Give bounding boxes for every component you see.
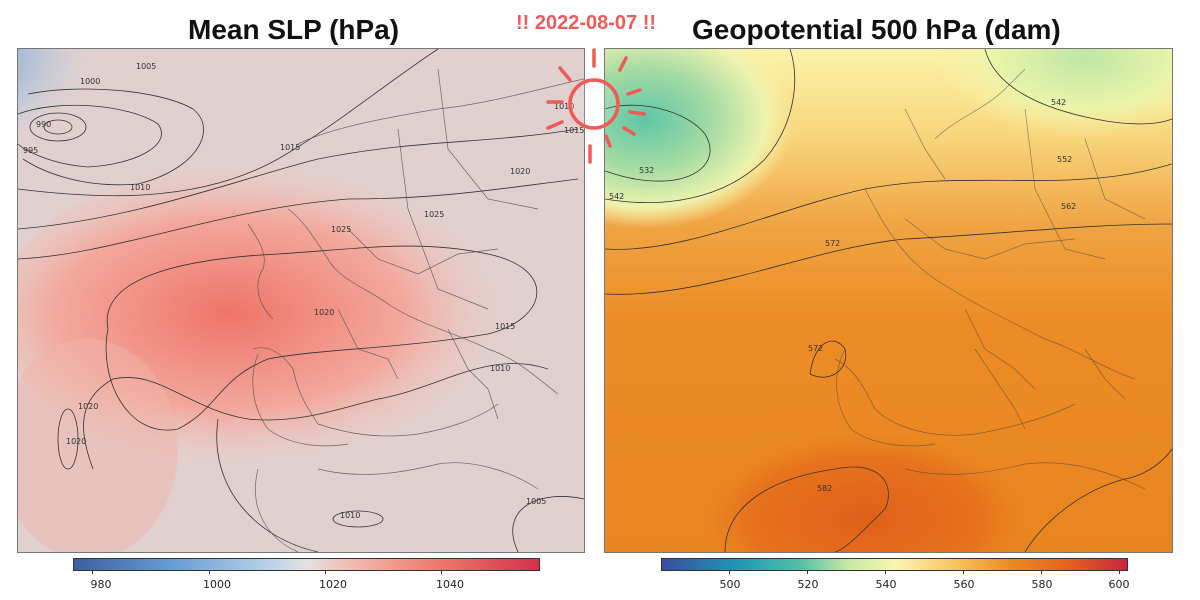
- colorbar-tick-label: 560: [953, 578, 975, 591]
- slp-colorbar: [73, 558, 540, 571]
- contour-label: 582: [817, 484, 832, 493]
- contour-label: 552: [1057, 155, 1072, 164]
- upper-trough-area: [605, 49, 795, 229]
- geopotential-colorbar: [661, 558, 1128, 571]
- contour-label: 1025: [424, 210, 444, 219]
- contour-label: 1000: [80, 77, 100, 86]
- colorbar-tick-label: 600: [1108, 578, 1130, 591]
- colorbar-tick-label: 500: [719, 578, 741, 591]
- date-badge: !! 2022-08-07 !!: [516, 12, 657, 34]
- contour-label: 562: [1061, 202, 1076, 211]
- colorbar-tick-label: 540: [875, 578, 897, 591]
- geopotential-map-canvas: 542 532 542 552 562 572 572 582: [605, 49, 1172, 552]
- contour-label: 1015: [564, 126, 584, 135]
- contour-label: 1020: [510, 167, 530, 176]
- contour-label: 1020: [78, 402, 98, 411]
- colorbar-tick: [963, 570, 964, 574]
- colorbar-tick: [92, 570, 93, 574]
- colorbar-tick: [729, 570, 730, 574]
- low-pressure-area: [18, 49, 308, 259]
- geopotential-map: 542 532 542 552 562 572 572 582: [604, 48, 1173, 553]
- contour-label: 542: [1051, 98, 1066, 107]
- contour-label: 995: [23, 146, 38, 155]
- contour-label: 572: [825, 239, 840, 248]
- colorbar-tick: [441, 570, 442, 574]
- colorbar-tick-label: 980: [90, 578, 112, 591]
- contour-label: 532: [639, 166, 654, 175]
- coastlines: [834, 68, 1146, 490]
- se-low-area: [398, 339, 584, 552]
- colorbar-tick: [209, 570, 210, 574]
- colorbar-tick: [325, 570, 326, 574]
- contour-label: 1020: [66, 437, 86, 446]
- colorbar-tick-label: 1020: [319, 578, 347, 591]
- contour-label: 572: [808, 344, 823, 353]
- upper-ridge-area: [695, 429, 1035, 552]
- contour-label: 1015: [280, 143, 300, 152]
- colorbar-tick-label: 1000: [203, 578, 231, 591]
- contour-label: 542: [609, 192, 624, 201]
- contour-label: 1010: [554, 102, 574, 111]
- contour-label: 1005: [136, 62, 156, 71]
- isobars: [18, 49, 584, 552]
- colorbar-tick-label: 580: [1031, 578, 1053, 591]
- slp-map: 1005 1000 990 995 1015 1010 1020 1025 10…: [17, 48, 585, 553]
- contour-label: 1005: [526, 497, 546, 506]
- colorbar-tick-label: 1040: [436, 578, 464, 591]
- contour-label: 1010: [340, 511, 360, 520]
- colorbar-tick: [1119, 570, 1120, 574]
- contour-label: 1025: [331, 225, 351, 234]
- slp-contour-labels: 1005 1000 990 995 1015 1010 1020 1025 10…: [23, 62, 584, 520]
- colorbar-tick: [807, 570, 808, 574]
- colorbar-tick: [1041, 570, 1042, 574]
- colorbar-tick-label: 520: [797, 578, 819, 591]
- contour-label: 990: [36, 120, 51, 129]
- right-panel-title: Geopotential 500 hPa (dam): [692, 14, 1061, 45]
- coastlines: [247, 68, 584, 552]
- contour-label: 1010: [490, 364, 510, 373]
- contour-label: 1010: [130, 183, 150, 192]
- sun-doodle-icon: [546, 48, 646, 164]
- geopotential-contour-labels: 542 532 542 552 562 572 572 582: [609, 98, 1076, 493]
- left-panel-title: Mean SLP (hPa): [188, 14, 400, 45]
- contour-label: 1020: [314, 308, 334, 317]
- contour-label: 1015: [495, 322, 515, 331]
- slp-map-canvas: 1005 1000 990 995 1015 1010 1020 1025 10…: [18, 49, 584, 552]
- colorbar-tick: [885, 570, 886, 574]
